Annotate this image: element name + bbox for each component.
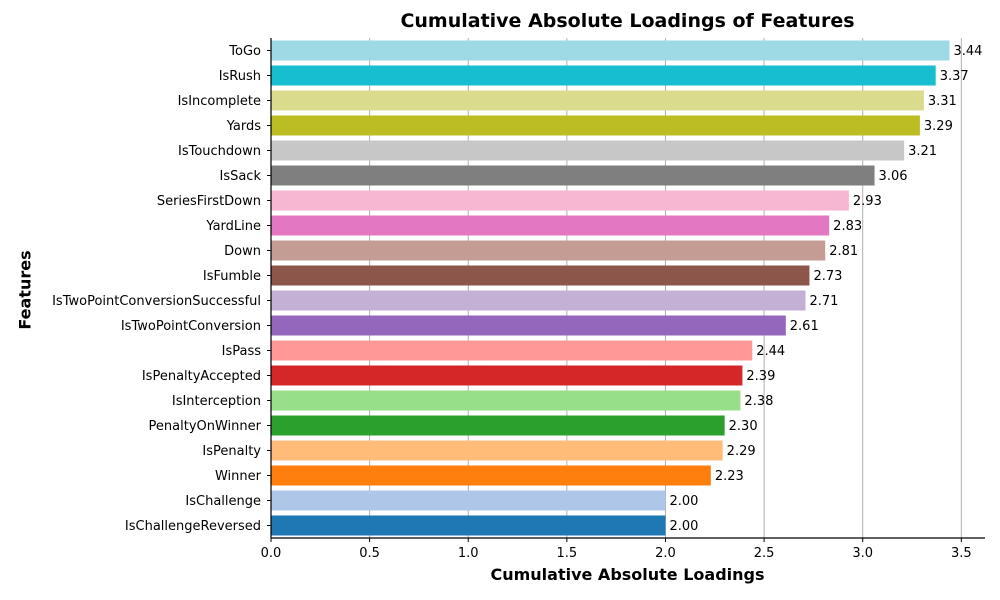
value-label-IsTwoPointConversion: 2.61 [790,319,819,334]
bar-IsInterception [271,390,741,411]
bar-IsIncomplete [271,90,924,111]
category-label-ToGo: ToGo [228,44,261,59]
bar-IsChallengeReversed [271,515,666,536]
x-tick-label: 3.5 [951,546,972,561]
x-tick-label: 2.5 [754,546,775,561]
category-label-Yards: Yards [226,119,261,134]
value-label-YardLine: 2.83 [833,219,862,234]
category-label-PenaltyOnWinner: PenaltyOnWinner [149,419,262,434]
value-label-Yards: 3.29 [924,119,953,134]
x-tick-label: 3.0 [852,546,873,561]
x-tick-label: 2.0 [655,546,676,561]
chart-title: Cumulative Absolute Loadings of Features [400,10,855,32]
category-label-IsPenaltyAccepted: IsPenaltyAccepted [142,369,261,384]
bar-Winner [271,465,711,486]
value-label-IsChallenge: 2.00 [669,494,698,509]
category-label-IsPenalty: IsPenalty [202,444,261,459]
category-label-IsIncomplete: IsIncomplete [178,94,261,109]
category-label-Winner: Winner [215,469,262,484]
category-label-IsTwoPointConversion: IsTwoPointConversion [121,319,261,334]
bar-SeriesFirstDown [271,190,849,211]
x-axis-label: Cumulative Absolute Loadings [490,565,765,584]
bar-IsRush [271,65,936,86]
bar-IsTwoPointConversionSuccessful [271,290,806,311]
category-label-IsInterception: IsInterception [172,394,261,409]
value-label-IsInterception: 2.38 [744,394,773,409]
category-label-IsChallenge: IsChallenge [185,494,261,509]
value-label-ToGo: 3.44 [953,44,982,59]
value-label-PenaltyOnWinner: 2.30 [729,419,758,434]
category-label-IsChallengeReversed: IsChallengeReversed [125,519,261,534]
value-label-IsTwoPointConversionSuccessful: 2.71 [810,294,839,309]
bar-IsFumble [271,265,810,286]
x-tick-label: 0.0 [261,546,282,561]
value-label-IsFumble: 2.73 [813,269,842,284]
bar-IsTwoPointConversion [271,315,786,336]
category-label-IsTouchdown: IsTouchdown [178,144,261,159]
bar-ToGo [271,40,950,61]
bar-Yards [271,115,920,136]
x-tick-label: 0.5 [359,546,380,561]
bar-YardLine [271,215,830,236]
category-label-Down: Down [224,244,261,259]
category-label-IsFumble: IsFumble [203,269,261,284]
x-tick-label: 1.0 [458,546,479,561]
value-label-Winner: 2.23 [715,469,744,484]
value-label-SeriesFirstDown: 2.93 [853,194,882,209]
category-label-IsSack: IsSack [219,169,261,184]
bar-IsPass [271,340,753,361]
bar-IsTouchdown [271,140,905,161]
value-label-IsPass: 2.44 [756,344,785,359]
bar-IsChallenge [271,490,666,511]
value-label-IsTouchdown: 3.21 [908,144,937,159]
bar-PenaltyOnWinner [271,415,725,436]
bar-IsPenalty [271,440,723,461]
bar-Down [271,240,826,261]
category-label-YardLine: YardLine [205,219,261,234]
value-label-IsPenaltyAccepted: 2.39 [746,369,775,384]
category-label-IsTwoPointConversionSuccessful: IsTwoPointConversionSuccessful [52,294,261,309]
y-axis-label: Features [15,250,35,330]
value-label-IsRush: 3.37 [940,69,969,84]
bar-IsSack [271,165,875,186]
value-label-IsSack: 3.06 [879,169,908,184]
value-label-IsPenalty: 2.29 [727,444,756,459]
value-label-IsChallengeReversed: 2.00 [669,519,698,534]
x-tick-label: 1.5 [557,546,578,561]
value-label-IsIncomplete: 3.31 [928,94,957,109]
value-label-Down: 2.81 [829,244,858,259]
bar-IsPenaltyAccepted [271,365,743,386]
category-label-IsPass: IsPass [222,344,262,359]
category-label-IsRush: IsRush [219,69,261,84]
category-label-SeriesFirstDown: SeriesFirstDown [157,194,261,209]
